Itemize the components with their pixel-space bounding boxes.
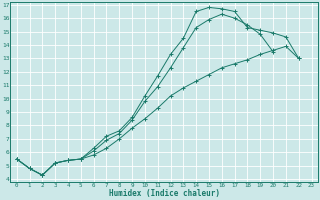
- X-axis label: Humidex (Indice chaleur): Humidex (Indice chaleur): [108, 189, 220, 198]
